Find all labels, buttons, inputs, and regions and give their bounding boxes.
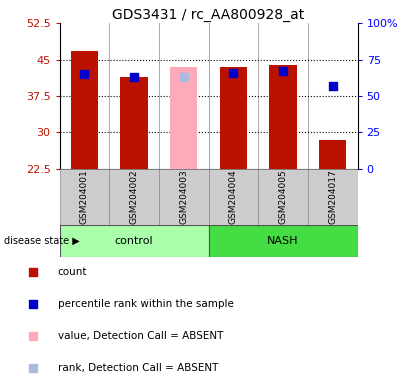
Text: control: control — [115, 236, 153, 246]
Point — [131, 74, 137, 80]
Bar — [170, 67, 197, 169]
Point — [30, 301, 36, 307]
Bar — [308, 169, 358, 225]
Bar — [60, 225, 209, 257]
Point — [330, 83, 336, 89]
Text: GSM204003: GSM204003 — [179, 169, 188, 224]
Point — [280, 68, 286, 74]
Title: GDS3431 / rc_AA800928_at: GDS3431 / rc_AA800928_at — [113, 8, 305, 22]
Bar — [109, 169, 159, 225]
Bar — [319, 140, 346, 169]
Text: NASH: NASH — [267, 236, 299, 246]
Bar — [208, 169, 258, 225]
Bar — [220, 67, 247, 169]
Point — [30, 365, 36, 371]
Point — [30, 269, 36, 275]
Text: GSM204004: GSM204004 — [229, 169, 238, 224]
Bar — [120, 76, 148, 169]
Text: percentile rank within the sample: percentile rank within the sample — [58, 299, 233, 309]
Point — [30, 333, 36, 339]
Bar — [159, 169, 208, 225]
Bar — [71, 51, 98, 169]
Text: count: count — [58, 267, 87, 277]
Text: GSM204002: GSM204002 — [129, 169, 139, 224]
Text: value, Detection Call = ABSENT: value, Detection Call = ABSENT — [58, 331, 223, 341]
Point — [180, 74, 187, 80]
Text: rank, Detection Call = ABSENT: rank, Detection Call = ABSENT — [58, 363, 218, 373]
Bar — [60, 169, 109, 225]
Text: GSM204005: GSM204005 — [279, 169, 288, 224]
Bar — [258, 169, 308, 225]
Bar — [208, 225, 358, 257]
Text: disease state ▶: disease state ▶ — [4, 236, 80, 246]
Bar — [270, 65, 297, 169]
Point — [81, 71, 88, 77]
Text: GSM204017: GSM204017 — [328, 169, 337, 224]
Point — [230, 70, 237, 76]
Text: GSM204001: GSM204001 — [80, 169, 89, 224]
